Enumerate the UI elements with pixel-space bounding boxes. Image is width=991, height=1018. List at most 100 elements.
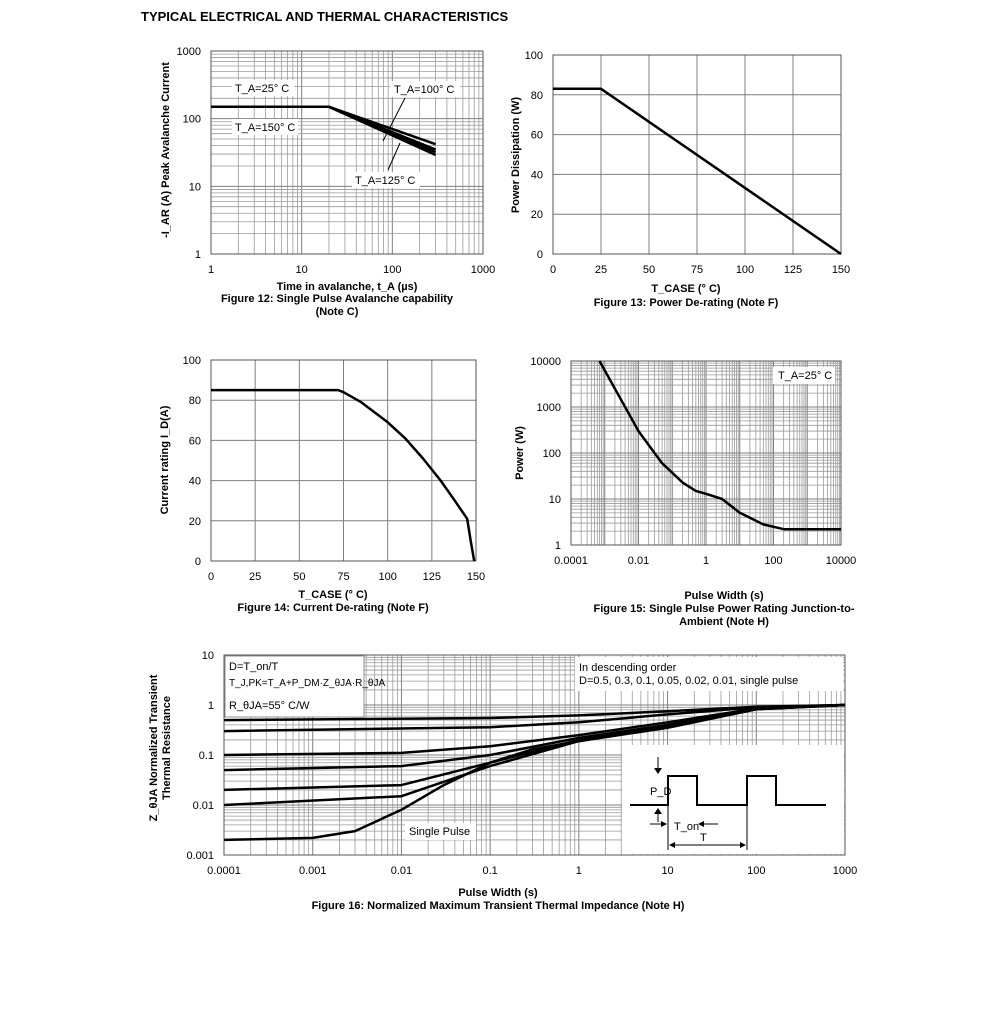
y-tick-label: 100	[183, 355, 201, 367]
page-title: TYPICAL ELECTRICAL AND THERMAL CHARACTER…	[141, 9, 509, 24]
figure-16-xlabel: Pulse Width (s)	[458, 887, 538, 899]
figure-12-label-25c: T_A=25° C	[235, 83, 289, 95]
figure-12-label-125c-text: T_A=125° C	[355, 175, 415, 187]
figure-14-xlabel: T_CASE (° C)	[298, 589, 368, 601]
figure-14-series	[211, 388, 476, 562]
y-tick-label: 40	[531, 169, 543, 181]
y-tick-label: 100	[525, 50, 543, 62]
figure-13-xlabel: T_CASE (° C)	[651, 283, 721, 295]
figure-16-period-label: T	[700, 832, 707, 844]
y-tick-label: 0	[537, 249, 543, 261]
figure-15-power-rating-chart: 0.0001 0.01 1 100 10000 1 10 100 1000 10000 T_A=2…	[514, 356, 856, 628]
y-tick-label: 10	[202, 650, 214, 662]
x-tick-label: 100	[378, 571, 396, 583]
x-tick-label: 0.01	[391, 865, 412, 877]
figure-14-tick-labels: 0 25 50 75 100 125 150 0 20 40 60 80 100	[183, 355, 486, 583]
y-tick-label: 1000	[537, 402, 561, 414]
y-tick-label: 10	[189, 181, 201, 193]
y-tick-label: 10000	[530, 356, 561, 368]
figure-14-caption: Figure 14: Current De-rating (Note F)	[237, 602, 429, 614]
figure-12-series	[211, 105, 437, 157]
x-tick-label: 0.001	[299, 865, 327, 877]
figure-16-pulse-diagram-bg	[622, 745, 844, 854]
figure-16-pulse-diagram: P_D T_on T	[622, 745, 844, 854]
y-tick-label: 1	[555, 540, 561, 552]
figure-12-label-bg	[352, 172, 420, 188]
x-tick-label: 10000	[826, 555, 857, 567]
figure-16-ton-arrowhead-left	[661, 821, 667, 827]
figure-16-series	[223, 703, 846, 842]
figure-12-label-bg	[390, 81, 460, 97]
y-tick-label: 80	[189, 395, 201, 407]
figure-15-ylabel: Power (W)	[514, 426, 526, 480]
series-line	[211, 105, 437, 157]
figure-12-label-150c: T_A=150° C	[235, 122, 295, 134]
figure-16-caption: Figure 16: Normalized Maximum Transient …	[312, 900, 685, 912]
x-tick-label: 1000	[471, 264, 495, 276]
x-tick-label: 10	[296, 264, 308, 276]
y-tick-label: 60	[531, 130, 543, 142]
x-tick-label: 1	[576, 865, 582, 877]
figure-13-tick-labels: 0 25 50 75 100 125 150 0 20 40 60 80 100	[525, 50, 851, 276]
x-tick-label: 0.01	[628, 555, 649, 567]
x-tick-label: 25	[595, 264, 607, 276]
figure-15-label-25c-text: T_A=25° C	[778, 370, 832, 382]
figure-12-label-150c-text: T_A=150° C	[235, 122, 295, 134]
y-tick-label: 0.001	[186, 850, 214, 862]
x-tick-label: 100	[764, 555, 782, 567]
figure-16-tick-labels: 0.0001 0.001 0.01 0.1 1 10 100 1000 0.001 0.01 0.1…	[186, 650, 857, 877]
figure-12-ylabel: -I_AR (A) Peak Avalanche Current	[160, 62, 172, 238]
x-tick-label: 150	[832, 264, 850, 276]
figure-16-period-arrowhead-left	[669, 842, 675, 848]
x-tick-label: 10	[661, 865, 673, 877]
x-tick-label: 100	[383, 264, 401, 276]
figure-15-grid	[570, 361, 841, 546]
x-tick-label: 0.0001	[554, 555, 588, 567]
figure-16-ylabel-line1: Z_θJA Normalized Transient	[148, 674, 160, 821]
figure-12-label-25c-text: T_A=25° C	[235, 83, 289, 95]
figure-12-tick-labels: 1 10 100 1000 1 10 100 1000	[177, 46, 496, 276]
figure-15-caption-line2: Ambient (Note H)	[679, 616, 769, 628]
figure-16-legend-rthja: R_θJA=55° C/W	[229, 700, 310, 712]
figure-15-caption-line1: Figure 15: Single Pulse Power Rating Jun…	[594, 603, 855, 615]
series-line-single-pulse	[223, 703, 846, 842]
figure-16-legend-duty: D=T_on/T	[229, 661, 278, 673]
figure-16-order-title: In descending order	[579, 662, 677, 674]
figure-12-avalanche-chart: 1 10 100 1000 1 10 100 1000 T_A=25° C T_A=150° …	[160, 46, 495, 318]
figure-15-series	[598, 360, 841, 531]
figure-12-label-125c: T_A=125° C	[355, 175, 415, 187]
figure-16-pd-label: P_D	[650, 786, 671, 798]
figure-12-xlabel: Time in avalanche, t_A (µs)	[277, 281, 418, 293]
y-tick-label: 0.01	[193, 800, 214, 812]
figure-12-caption-line1: Figure 12: Single Pulse Avalanche capabi…	[221, 293, 454, 305]
series-line	[553, 87, 842, 256]
figure-13-plot-frame	[552, 54, 842, 255]
figure-12-label-bg	[232, 119, 298, 135]
x-tick-label: 1	[208, 264, 214, 276]
y-tick-label: 80	[531, 90, 543, 102]
figure-16-legend-tjpk: T_J,PK=T_A+P_DM·Z_θJA·R_θJA	[229, 678, 385, 689]
x-tick-label: 75	[691, 264, 703, 276]
figure-13-ylabel: Power Dissipation (W)	[510, 97, 522, 213]
x-tick-label: 25	[249, 571, 261, 583]
figure-14-plot-frame	[210, 359, 477, 562]
x-tick-label: 125	[423, 571, 441, 583]
figure-14-current-derating-chart: 0 25 50 75 100 125 150 0 20 40 60 80 100 T_CASE (° C…	[159, 355, 485, 614]
figure-16-pulse-waveform	[630, 775, 826, 806]
figure-12-label-bg	[232, 80, 294, 96]
figure-15-label-bg	[773, 367, 835, 384]
figure-16-ton-label: T_on	[674, 821, 699, 833]
y-tick-label: 40	[189, 476, 201, 488]
y-tick-label: 1	[208, 700, 214, 712]
y-tick-label: 20	[189, 516, 201, 528]
y-tick-label: 20	[531, 209, 543, 221]
x-tick-label: 50	[293, 571, 305, 583]
x-tick-label: 50	[643, 264, 655, 276]
figure-16-thermal-impedance-chart: 0.0001 0.001 0.01 0.1 1 10 100 1000 0.001 0.01 0.1…	[148, 650, 857, 912]
figure-13-caption: Figure 13: Power De-rating (Note F)	[594, 297, 779, 309]
figure-16-legend-box	[224, 655, 365, 718]
figure-15-xlabel: Pulse Width (s)	[684, 590, 764, 602]
figure-12-leader-100c	[382, 97, 406, 142]
figure-12-label-100c: T_A=100° C	[394, 84, 454, 96]
y-tick-label: 1	[195, 249, 201, 261]
